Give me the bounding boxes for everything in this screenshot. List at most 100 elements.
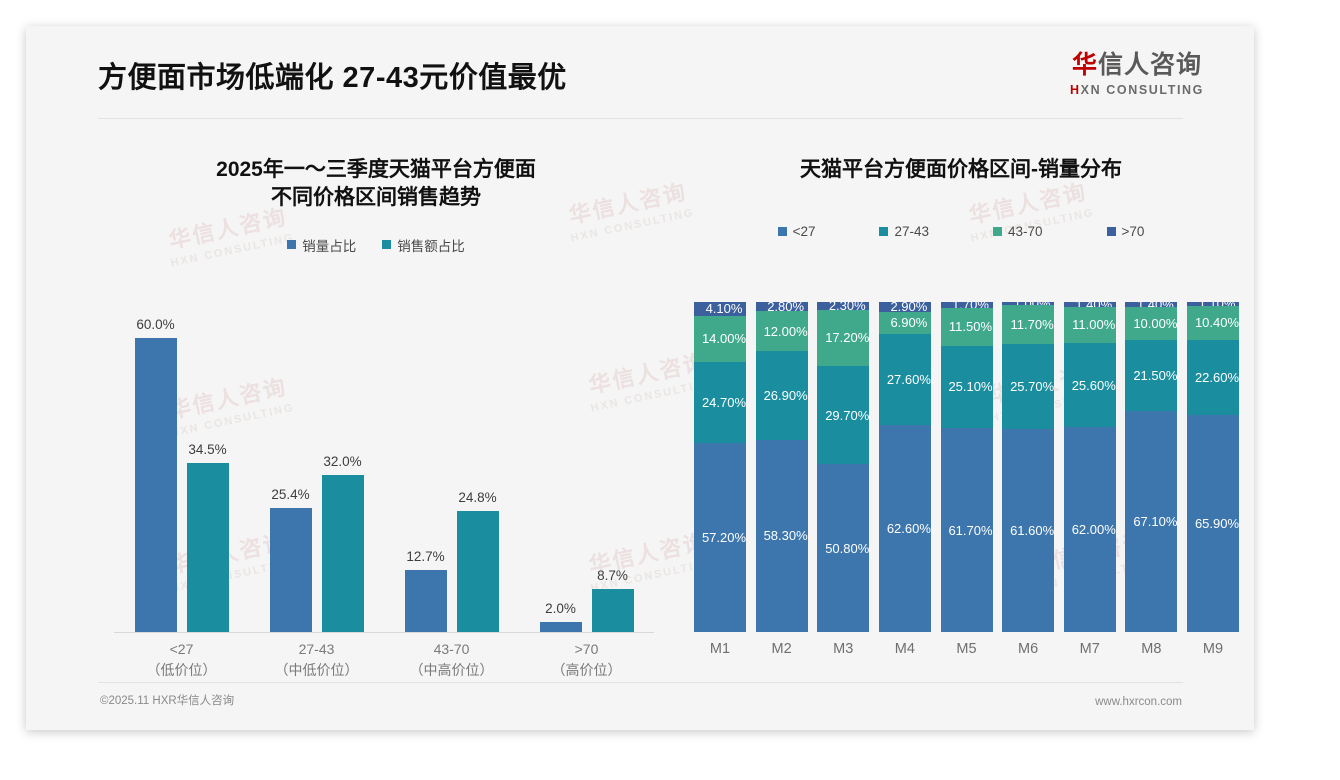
bar-column[interactable]: 25.4%	[269, 304, 312, 632]
stack-segment[interactable]: 10.40%	[1187, 305, 1239, 340]
stack-segment[interactable]: 14.00%	[694, 315, 746, 362]
stacked-column[interactable]: 2.90% 6.90% 27.60% 62.60%	[878, 302, 931, 632]
stack-segment[interactable]: 2.30%	[817, 302, 870, 310]
stack-segment[interactable]: 22.60%	[1187, 339, 1239, 415]
legend-item-27-43[interactable]: 27-43	[879, 224, 929, 239]
segment-value-label: 2.90%	[890, 302, 928, 312]
stack-segment[interactable]: 26.90%	[755, 350, 808, 440]
stack-segment[interactable]: 10.00%	[1125, 306, 1178, 340]
stack-segment[interactable]: 25.10%	[940, 345, 993, 429]
stack-segment[interactable]: 29.70%	[817, 366, 870, 465]
stack-segment[interactable]: 6.90%	[878, 311, 931, 335]
legend-item-sales-volume[interactable]: 销量占比	[287, 235, 356, 255]
bar-rect[interactable]	[134, 338, 177, 632]
stack-segment[interactable]: 12.00%	[755, 311, 808, 351]
legend-item-over-70[interactable]: >70	[1106, 224, 1144, 239]
stack-segment[interactable]: 11.00%	[1063, 306, 1116, 343]
stack-segment[interactable]: 1.40%	[1125, 302, 1178, 307]
x-axis-tick-label: 43-70 （中高价位）	[409, 641, 494, 678]
stack-segment[interactable]: 1.40%	[1063, 302, 1116, 307]
legend-item-under-27[interactable]: <27	[777, 224, 815, 239]
bar-value-label: 12.7%	[406, 549, 445, 564]
bar-column[interactable]: 8.7%	[591, 304, 634, 632]
stack-segment[interactable]: 58.30%	[755, 439, 808, 632]
segment-value-label: 14.00%	[701, 331, 746, 347]
stack-segment[interactable]: 11.50%	[940, 307, 993, 346]
x-axis-tick-label: M1	[709, 641, 731, 657]
stack-segment[interactable]: 25.70%	[1002, 343, 1055, 429]
stack-segment[interactable]: 62.00%	[1063, 427, 1116, 632]
right-chart-title: 天猫平台方便面价格区间-销量分布	[676, 156, 1246, 184]
stack-segment[interactable]: 25.60%	[1063, 342, 1116, 428]
logo-en-accent-char: H	[1070, 82, 1081, 97]
legend-swatch-icon	[879, 227, 889, 237]
stack-segment[interactable]: 61.60%	[1002, 428, 1055, 632]
segment-value-label: 25.70%	[1010, 378, 1055, 394]
stack-segment[interactable]: 50.80%	[817, 464, 870, 632]
stack-segment[interactable]: 17.20%	[817, 309, 870, 367]
stacked-column[interactable]: 1.40% 10.00% 21.50% 67.10%	[1125, 302, 1178, 632]
segment-value-label: 57.20%	[701, 530, 746, 546]
bar-rect[interactable]	[456, 511, 499, 632]
bar-value-label: 60.0%	[136, 317, 175, 332]
bar-column[interactable]: 34.5%	[186, 304, 229, 632]
bar-column[interactable]: 24.8%	[456, 304, 499, 632]
segment-value-label: 17.20%	[825, 330, 870, 346]
stack-segment[interactable]: 61.70%	[940, 428, 993, 632]
stack-segment[interactable]: 1.00%	[1002, 302, 1055, 306]
bar-value-label: 8.7%	[597, 568, 628, 583]
stack-segment[interactable]: 4.10%	[694, 302, 746, 316]
bar-rect[interactable]	[186, 463, 229, 632]
stacked-column[interactable]: 1.10% 10.40% 22.60% 65.90%	[1187, 302, 1239, 632]
page-title: 方便面市场低端化 27-43元价值最优	[98, 62, 567, 94]
x-axis-tick-label: M2	[771, 641, 792, 657]
segment-value-label: 6.90%	[890, 315, 928, 331]
bar-column[interactable]: 2.0%	[539, 304, 582, 632]
legend-label: 销量占比	[302, 238, 357, 254]
left-chart-title-line1: 2025年一～三季度天猫平台方便面	[216, 158, 536, 181]
stacked-column[interactable]: 1.70% 11.50% 25.10% 61.70%	[940, 302, 993, 632]
bar-rect[interactable]	[269, 508, 312, 632]
bar-column[interactable]: 32.0%	[321, 304, 364, 632]
segment-value-label: 25.10%	[948, 379, 993, 395]
slide-header: 方便面市场低端化 27-43元价值最优 华信人咨询 HXN CONSULTING	[26, 26, 1254, 119]
stack-segment[interactable]: 1.10%	[1187, 302, 1239, 306]
stack-segment[interactable]: 21.50%	[1125, 339, 1178, 411]
legend-swatch-icon	[993, 227, 1002, 237]
stacked-column[interactable]: 1.00% 11.70% 25.70% 61.60%	[1002, 302, 1055, 632]
bar-rect[interactable]	[591, 589, 634, 632]
left-chart-panel: 2025年一～三季度天猫平台方便面 不同价格区间销售趋势 销量占比 销售额占比 …	[86, 138, 666, 678]
stack-segment[interactable]: 67.10%	[1125, 410, 1178, 632]
bar-column[interactable]: 12.7%	[404, 304, 447, 632]
stack-segment[interactable]: 2.80%	[755, 302, 808, 312]
stack-segment[interactable]: 24.70%	[694, 361, 746, 444]
left-chart-legend: 销量占比 销售额占比	[86, 235, 666, 255]
x-axis-tick-label: M7	[1079, 641, 1100, 657]
stack-segment[interactable]: 62.60%	[878, 425, 931, 632]
bar-column[interactable]: 60.0%	[134, 304, 177, 632]
x-axis-tick-label: M6	[1018, 641, 1039, 657]
bar-rect[interactable]	[321, 475, 364, 632]
footer-divider	[98, 682, 1183, 683]
stack-segment[interactable]: 65.90%	[1187, 414, 1239, 632]
bar-rect[interactable]	[539, 622, 582, 632]
stacked-column[interactable]: 4.10% 14.00% 24.70% 57.20%	[694, 302, 746, 632]
x-axis-tick-label: <27 （低价位）	[146, 641, 217, 678]
bar-group: 2.0% 8.7%	[527, 304, 647, 632]
legend-item-sales-amount[interactable]: 销售额占比	[382, 235, 465, 255]
stack-segment[interactable]: 57.20%	[694, 443, 746, 632]
stack-segment[interactable]: 11.70%	[1002, 305, 1055, 344]
header-divider	[98, 118, 1183, 119]
segment-value-label: 21.50%	[1133, 367, 1178, 383]
legend-swatch-icon	[382, 240, 392, 250]
bar-group: 12.7% 24.8%	[392, 304, 512, 632]
legend-item-43-70[interactable]: 43-70	[993, 224, 1043, 239]
bar-rect[interactable]	[404, 570, 447, 632]
stack-segment[interactable]: 27.60%	[878, 334, 931, 426]
slide: 华信人咨询 HXN CONSULTING 华信人咨询 HXN CONSULTIN…	[26, 26, 1254, 730]
stack-segment[interactable]: 1.70%	[940, 302, 993, 308]
stack-segment[interactable]: 2.90%	[878, 302, 931, 312]
stacked-column[interactable]: 2.80% 12.00% 26.90% 58.30%	[755, 302, 808, 632]
stacked-column[interactable]: 2.30% 17.20% 29.70% 50.80%	[817, 302, 870, 632]
stacked-column[interactable]: 1.40% 11.00% 25.60% 62.00%	[1063, 302, 1116, 632]
